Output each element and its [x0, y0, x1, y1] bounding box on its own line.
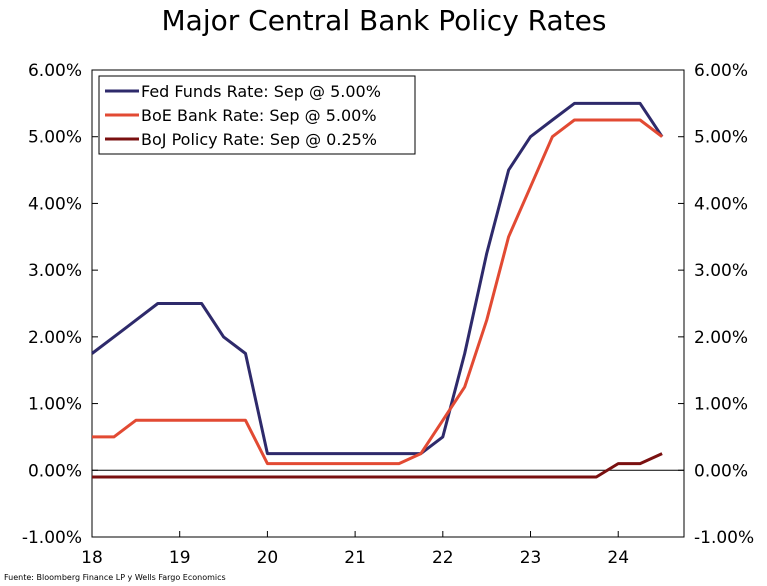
- x-tick-label: 18: [81, 548, 103, 568]
- y-tick-label-left: 2.00%: [28, 328, 82, 348]
- x-tick-label: 20: [257, 548, 279, 568]
- y-tick-label-left: -1.00%: [22, 528, 82, 548]
- legend-box: [98, 75, 416, 155]
- legend-label-1: Fed Funds Rate: Sep @ 5.00%: [141, 82, 381, 101]
- series-line-3: [92, 452, 663, 479]
- y-tick-label-right: 2.00%: [694, 328, 748, 348]
- y-tick-label-left: 6.00%: [28, 61, 82, 81]
- source-note: Fuente: Bloomberg Finance LP y Wells Far…: [4, 573, 226, 582]
- legend-label-2: BoE Bank Rate: Sep @ 5.00%: [141, 106, 377, 125]
- axis-ticks: 6.00% 6.00% 5.00% 5.00% 4.00% 4.00% 3.00% 3.00%…: [22, 61, 754, 568]
- x-tick-label: 23: [520, 548, 542, 568]
- y-tick-label-left: 1.00%: [28, 395, 82, 415]
- x-tick-label: 24: [607, 548, 629, 568]
- y-tick-label-left: 3.00%: [28, 261, 82, 281]
- x-tick-label: 21: [344, 548, 366, 568]
- y-tick-label-left: 4.00%: [28, 194, 82, 214]
- y-tick-label-right: -1.00%: [694, 528, 754, 548]
- series-line-2: [92, 118, 664, 466]
- chart-title: Major Central Bank Policy Rates: [162, 4, 607, 37]
- x-tick-label: 22: [432, 548, 454, 568]
- series-line-1: [91, 101, 664, 456]
- x-tick-label: 19: [169, 548, 191, 568]
- plot-area-frame: [91, 69, 685, 538]
- y-tick-label-left: 5.00%: [28, 128, 82, 148]
- y-tick-label-right: 4.00%: [694, 194, 748, 214]
- legend-label-3: BoJ Policy Rate: Sep @ 0.25%: [141, 130, 377, 149]
- y-tick-label-left: 0.00%: [28, 461, 82, 481]
- y-tick-label-right: 6.00%: [694, 61, 748, 81]
- series-lines: [91, 101, 664, 479]
- y-tick-label-right: 3.00%: [694, 261, 748, 281]
- y-tick-label-right: 0.00%: [694, 461, 748, 481]
- y-tick-label-right: 5.00%: [694, 128, 748, 148]
- y-tick-label-right: 1.00%: [694, 395, 748, 415]
- legend: Fed Funds Rate: Sep @ 5.00% BoE Bank Rate…: [98, 75, 416, 155]
